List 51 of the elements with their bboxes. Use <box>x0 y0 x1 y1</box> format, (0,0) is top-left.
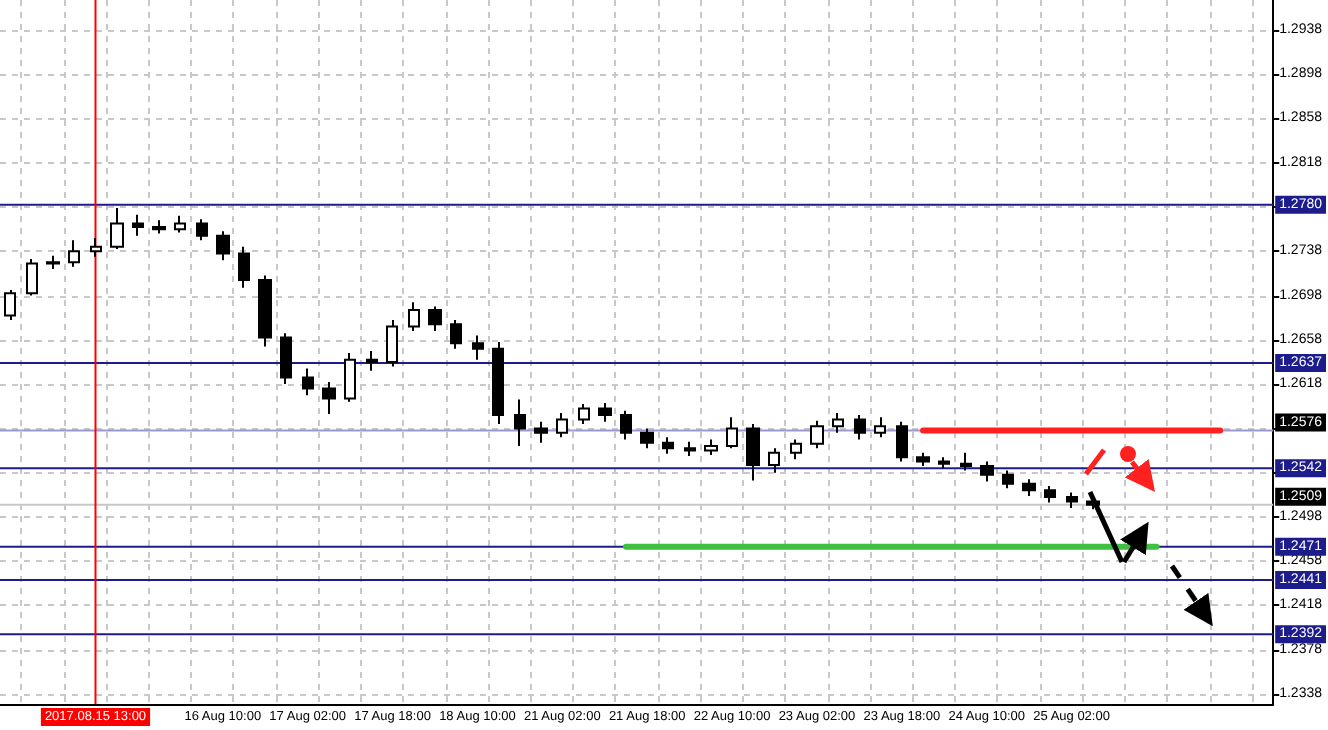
candlestick <box>216 230 230 262</box>
candlestick <box>90 236 102 258</box>
candlestick <box>620 409 632 441</box>
candlestick <box>810 419 824 450</box>
candlestick <box>896 420 908 463</box>
candlestick <box>238 245 250 289</box>
candlestick <box>46 254 60 270</box>
candlestick <box>790 438 802 461</box>
candlestick <box>152 219 166 235</box>
candlestick <box>68 239 80 268</box>
candlestick <box>110 207 124 251</box>
candlestick <box>960 451 972 472</box>
candlestick <box>450 318 462 350</box>
candlestick <box>768 447 780 474</box>
candlestick <box>1044 484 1056 504</box>
candlestick <box>916 451 930 468</box>
candlestick <box>366 349 378 372</box>
candlestick <box>662 436 674 455</box>
candlestick <box>726 416 738 450</box>
candlestick <box>1066 491 1078 510</box>
candlestick <box>746 422 760 482</box>
candlestick <box>832 411 844 434</box>
candlestick <box>344 352 356 403</box>
candlestick <box>874 416 886 439</box>
candlestick <box>4 289 16 321</box>
candlestick <box>132 213 144 237</box>
candlestick <box>1002 469 1014 490</box>
candlestick <box>980 460 994 483</box>
candlestick <box>578 403 590 425</box>
candlestick <box>174 214 186 234</box>
candlestick <box>280 332 292 386</box>
candlestick <box>514 398 526 448</box>
candlestick <box>640 427 654 450</box>
candlestick <box>854 414 866 441</box>
candlestick <box>1022 478 1036 497</box>
candlestick <box>492 341 504 425</box>
candlestick <box>408 301 420 332</box>
candlestick <box>534 420 548 444</box>
candlestick <box>684 440 696 458</box>
candlestick <box>598 401 612 423</box>
candlestick <box>428 305 442 332</box>
candlestick <box>556 411 568 439</box>
candlestick <box>196 218 208 242</box>
candlestick <box>938 456 950 470</box>
candlestick <box>704 438 718 456</box>
candlestick <box>302 367 314 397</box>
candlestick <box>258 274 272 348</box>
candlestick <box>322 380 336 415</box>
candlestick <box>26 258 38 297</box>
candlestick <box>386 318 398 368</box>
candlestick <box>472 334 484 361</box>
